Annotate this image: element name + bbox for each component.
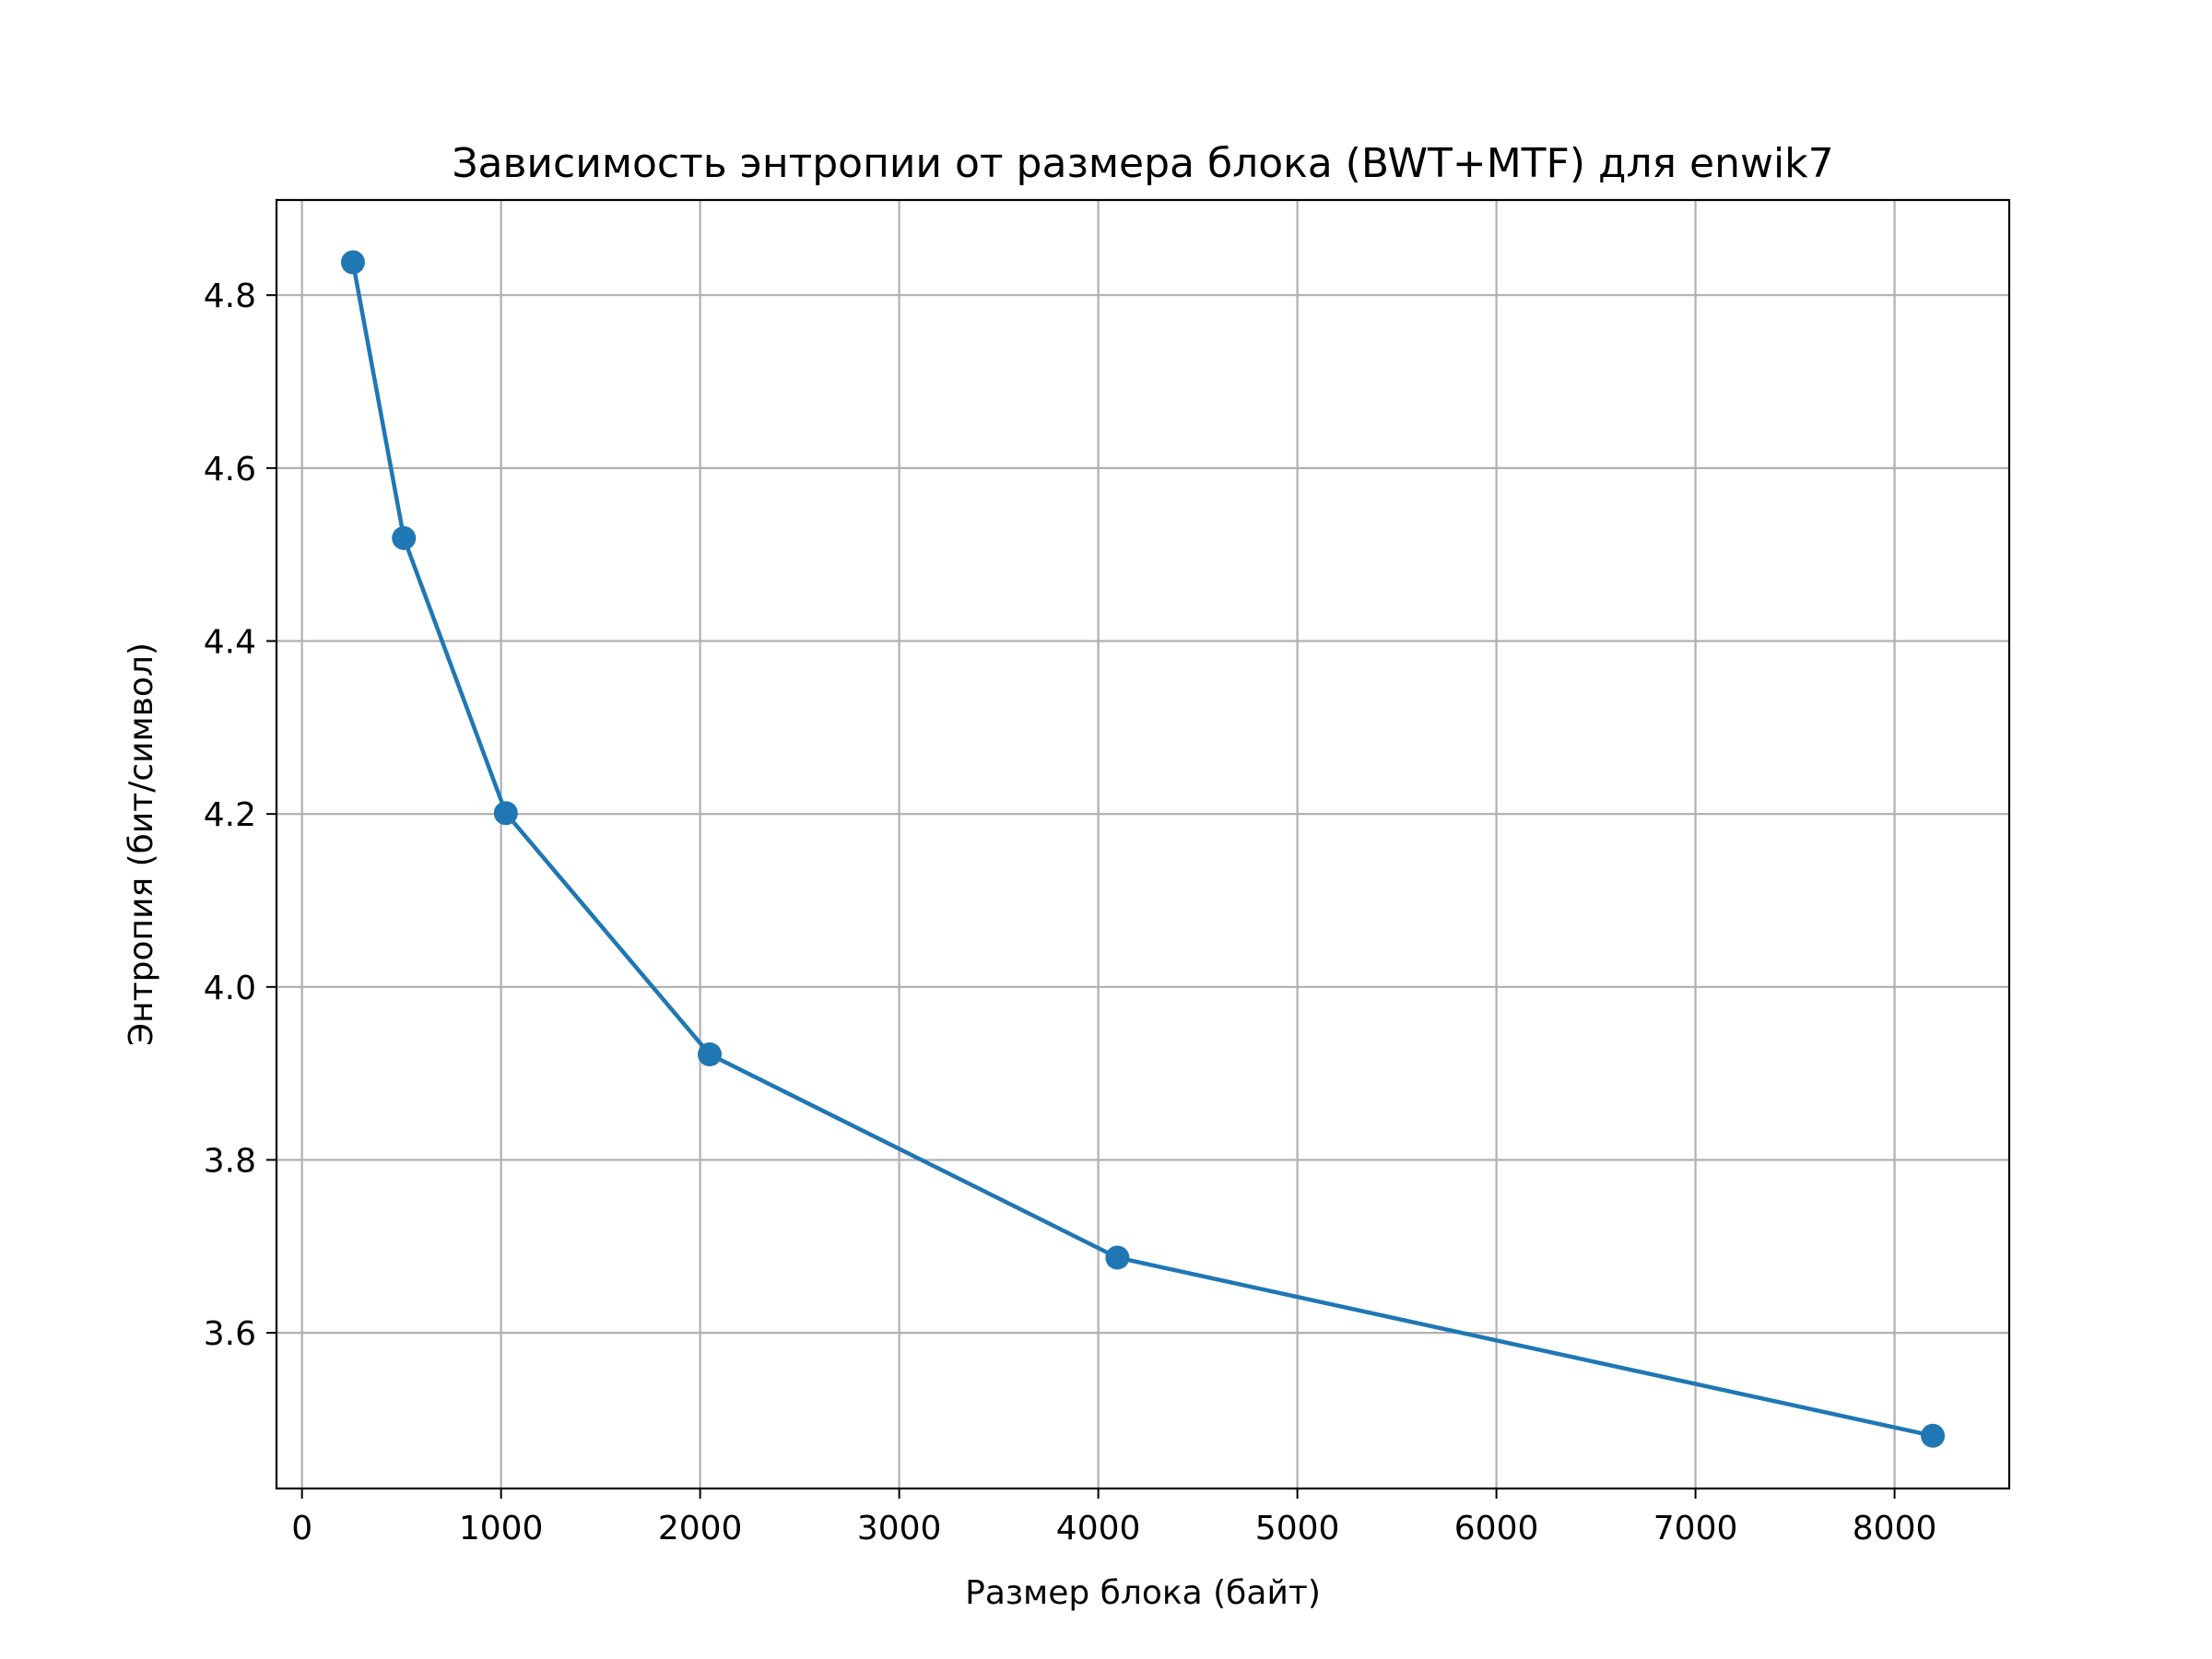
x-axis-label: Размер блока (байт): [965, 1574, 1321, 1612]
y-tick-label: 4.8: [204, 277, 256, 315]
chart-title: Зависимость энтропии от размера блока (B…: [452, 140, 1833, 187]
x-tick-label: 5000: [1255, 1510, 1340, 1547]
data-point: [493, 801, 518, 826]
y-tick-label: 4.0: [204, 970, 256, 1007]
data-point: [698, 1041, 722, 1066]
y-axis-label: Энтропия (бит/символ): [123, 642, 160, 1046]
x-tick-label: 3000: [857, 1510, 942, 1547]
y-tick-label: 3.8: [204, 1142, 256, 1180]
y-tick-label: 4.2: [204, 796, 256, 834]
x-tick-label: 7000: [1653, 1510, 1738, 1547]
data-point: [392, 525, 417, 550]
x-tick-label: 8000: [1853, 1510, 1937, 1547]
x-tick-label: 0: [291, 1510, 312, 1547]
plot-frame: [275, 198, 2011, 1490]
series-layer: [340, 250, 1946, 1448]
data-point: [1105, 1245, 1130, 1270]
series-line: [350, 260, 1936, 1439]
data-point: [1921, 1423, 1946, 1448]
x-tick-label: 1000: [459, 1510, 544, 1547]
x-tick-label: 2000: [658, 1510, 743, 1547]
x-tick-label: 4000: [1056, 1510, 1141, 1547]
y-tick-label: 4.4: [204, 624, 256, 662]
data-point: [340, 250, 365, 275]
grid: [276, 200, 2009, 1488]
y-tick-label: 3.6: [204, 1315, 256, 1353]
y-tick-label: 4.6: [204, 451, 256, 488]
x-tick-label: 6000: [1454, 1510, 1539, 1547]
ticks: 0 1000 2000 3000 4000 5000 6000 7000 8000 3.6 3.8 4…: [204, 277, 1937, 1547]
